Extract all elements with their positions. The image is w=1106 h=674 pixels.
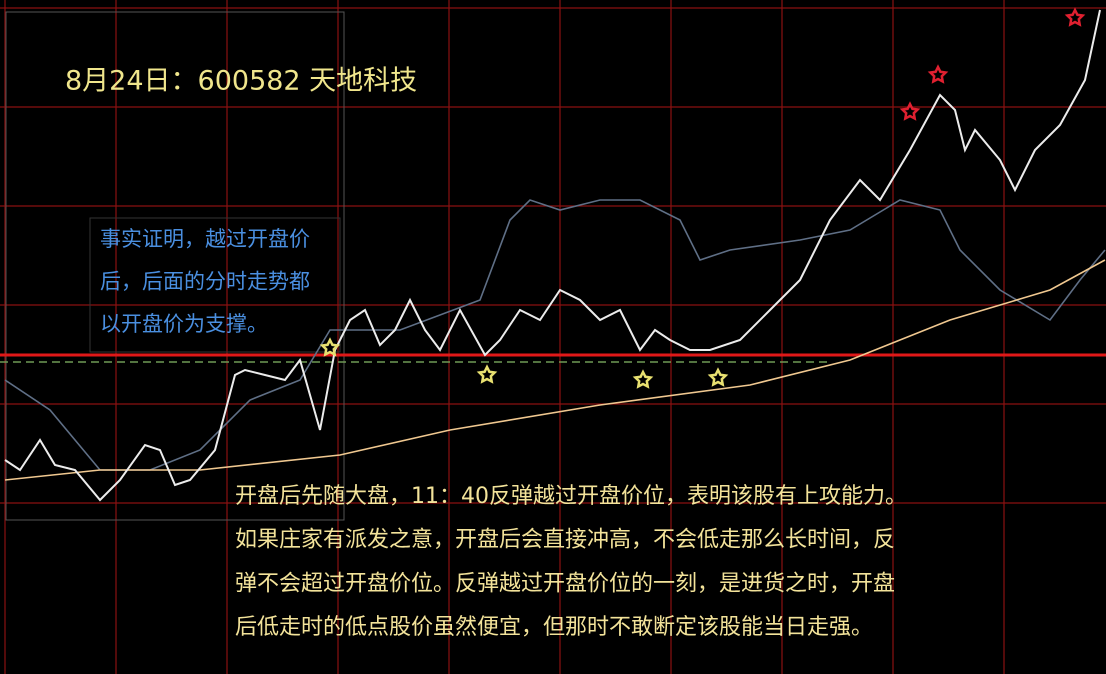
star-marker bbox=[1064, 7, 1086, 27]
star-marker bbox=[476, 364, 498, 384]
annotation: 事实证明，越过开盘价 bbox=[100, 227, 310, 251]
frame bbox=[5, 11, 345, 521]
annotation: 以开盘价为支撑。 bbox=[100, 312, 268, 336]
chart-title: 8月24日：600582 天地科技 bbox=[65, 66, 417, 97]
price-line bbox=[4, 259, 1106, 481]
annotation: 后，后面的分时走势都 bbox=[100, 270, 310, 294]
annotation: 弹不会超过开盘价位。反弹越过开盘价位的一刻，是进货之时，开盘 bbox=[235, 571, 895, 596]
star-marker bbox=[632, 369, 654, 389]
annotation: 如果庄家有派发之意，开盘后会直接冲高，不会低走那么长时间，反 bbox=[235, 528, 895, 553]
star-marker bbox=[707, 367, 729, 387]
annotation: 后低走时的低点股价虽然便宜，但那时不敢断定该股能当日走强。 bbox=[235, 615, 873, 640]
price-line bbox=[4, 199, 1106, 471]
price-line bbox=[4, 9, 1101, 502]
note-frame bbox=[89, 217, 341, 353]
annotation: 开盘后先随大盘，11：40反弹越过开盘价位，表明该股有上攻能力。 bbox=[235, 484, 907, 509]
star-marker bbox=[319, 337, 341, 357]
star-marker bbox=[899, 101, 921, 121]
star-marker bbox=[927, 64, 949, 84]
